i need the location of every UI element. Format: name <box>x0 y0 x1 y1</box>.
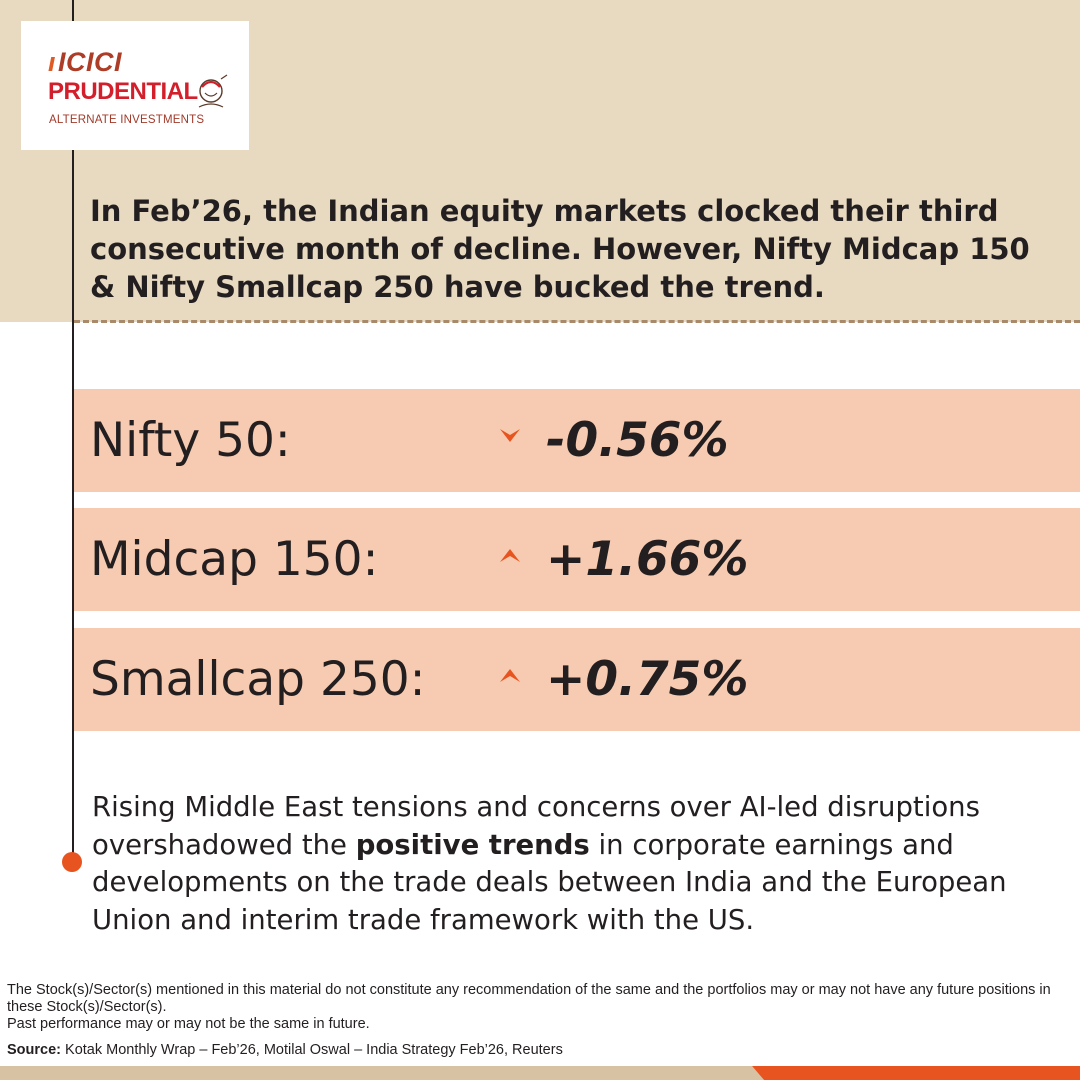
commentary-paragraph: Rising Middle East tensions and concerns… <box>92 789 1067 939</box>
triangle-down-icon <box>500 429 520 442</box>
commentary-text-end: in corporate earnings and developments o… <box>92 828 1007 936</box>
metric-value: +0.75% <box>546 652 749 707</box>
metric-value: +1.66% <box>546 532 749 587</box>
source-text: Kotak Monthly Wrap – Feb’26, Motilal Osw… <box>61 1042 563 1058</box>
disclaimer-line: The Stock(s)/Sector(s) mentioned in this… <box>7 982 1051 1015</box>
logo-icici-text: ICICI <box>58 47 123 77</box>
metric-row-smallcap250: Smallcap 250: +0.75% <box>74 628 1080 731</box>
orange-dot-icon <box>62 852 82 872</box>
prudence-emblem-icon <box>198 74 228 108</box>
brand-logo: ıICICI PRUDENTIAL ALTERNATE INVESTMENTS <box>21 21 249 150</box>
commentary-highlight: positive trends <box>355 828 590 861</box>
headline: In Feb’26, the Indian equity markets clo… <box>90 194 1030 304</box>
source-label: Source: <box>7 1042 61 1058</box>
logo-prudential: PRUDENTIAL <box>48 78 198 105</box>
commentary-text-start: Rising Middle East tensions and concerns… <box>92 791 980 861</box>
metric-label: Smallcap 250: <box>90 652 426 707</box>
timeline-line <box>72 0 74 862</box>
dashed-divider <box>74 320 1080 323</box>
logo-icici: ıICICI <box>48 47 123 77</box>
metric-row-midcap150: Midcap 150: +1.66% <box>74 508 1080 611</box>
metric-value: -0.56% <box>546 413 729 468</box>
triangle-up-icon <box>500 549 520 562</box>
triangle-up-icon <box>500 669 520 682</box>
metric-label: Nifty 50: <box>90 413 291 468</box>
source-note: Source: Kotak Monthly Wrap – Feb’26, Mot… <box>7 1042 1067 1059</box>
disclaimer-line: Past performance may or may not be the s… <box>7 1016 370 1032</box>
logo-alternate-investments: ALTERNATE INVESTMENTS <box>49 114 205 126</box>
bottom-accent-strip <box>0 1066 1080 1080</box>
metric-row-nifty50: Nifty 50: -0.56% <box>74 389 1080 492</box>
disclaimer: The Stock(s)/Sector(s) mentioned in this… <box>7 982 1067 1033</box>
metric-label: Midcap 150: <box>90 532 379 587</box>
